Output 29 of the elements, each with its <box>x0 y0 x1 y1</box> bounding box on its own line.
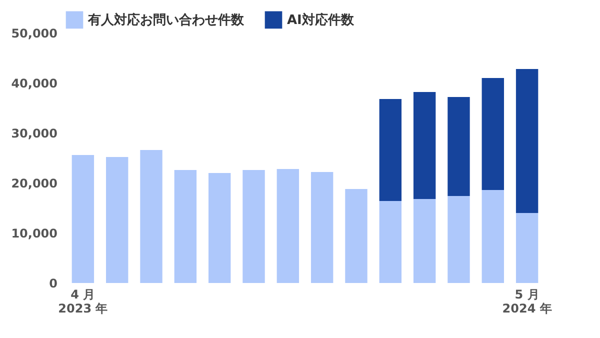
legend-label: 有人対応お問い合わせ件数 <box>87 12 245 28</box>
bar <box>379 99 402 201</box>
x-tick-label: 5 月 2024 年 <box>502 288 552 316</box>
bar <box>379 201 402 283</box>
bar <box>345 189 368 283</box>
bar <box>72 155 94 283</box>
bar <box>516 213 538 283</box>
bar <box>448 196 470 283</box>
y-tick-label: 0 <box>49 276 58 290</box>
bar <box>106 157 128 283</box>
bar <box>310 172 334 283</box>
bar <box>482 190 504 283</box>
y-tick-label: 20,000 <box>11 176 58 190</box>
bar <box>413 199 436 283</box>
bar <box>482 78 504 190</box>
legend-label: AI対応件数 <box>287 12 355 28</box>
y-tick-label: 40,000 <box>11 76 58 90</box>
bar <box>516 69 538 213</box>
bar <box>413 92 436 199</box>
bar <box>276 169 300 283</box>
bar <box>174 170 197 283</box>
bar <box>140 150 162 283</box>
bar <box>242 170 265 283</box>
y-tick-label: 10,000 <box>11 226 58 240</box>
bar <box>448 97 470 196</box>
bar <box>208 173 231 283</box>
y-tick-label: 50,000 <box>11 26 58 40</box>
x-tick-label: 4 月 2023 年 <box>58 288 108 316</box>
y-tick-label: 30,000 <box>11 126 58 140</box>
